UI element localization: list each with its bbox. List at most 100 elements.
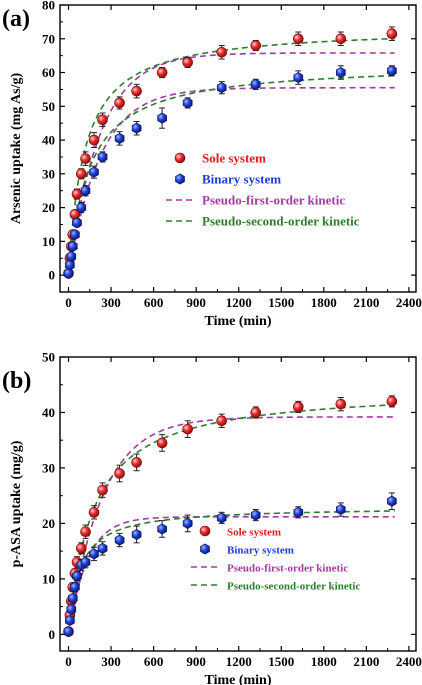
- data-point-sole: [97, 114, 108, 126]
- data-point-sole: [335, 33, 347, 45]
- fit-curve: [67, 416, 395, 635]
- fit-curve: [67, 403, 395, 635]
- legend: Sole system Binary system Pseudo-first-ord…: [191, 525, 360, 593]
- data-point-binary: [70, 581, 80, 593]
- data-point-binary: [63, 626, 74, 638]
- data-point-sole: [71, 188, 83, 200]
- legend-label: Sole system: [202, 151, 266, 166]
- data-point-binary: [293, 506, 304, 518]
- fit-curve: [67, 37, 395, 276]
- data-point-sole: [80, 153, 91, 164]
- x-tick-label: 2100: [353, 295, 379, 310]
- y-tick-label: 20: [42, 200, 55, 215]
- data-point-binary: [131, 528, 142, 541]
- legend-label: Binary system: [227, 545, 294, 557]
- data-point-binary: [250, 509, 261, 521]
- y-tick-label: 0: [49, 627, 56, 642]
- y-tick-label: 50: [42, 350, 55, 365]
- data-point-binary: [250, 78, 261, 90]
- data-point-sole: [75, 543, 87, 554]
- data-point-sole: [114, 468, 125, 479]
- legend-marker-binary: [200, 543, 210, 555]
- y-tick-label: 0: [49, 268, 56, 283]
- plot-frame: [59, 356, 417, 652]
- x-tick-label: 2400: [396, 295, 422, 310]
- data-point-binary: [157, 112, 167, 124]
- y-tick-label: 80: [42, 0, 55, 13]
- data-point-sole: [182, 57, 193, 68]
- fit-curve: [67, 52, 395, 276]
- x-tick-label: 300: [101, 295, 121, 310]
- x-tick-label: 1800: [311, 295, 337, 310]
- x-tick-label: 900: [186, 654, 206, 669]
- y-tick-label: 70: [42, 31, 55, 46]
- x-tick-label: 600: [144, 654, 164, 669]
- plot-frame: [59, 4, 417, 293]
- y-tick-label: 30: [42, 166, 55, 181]
- legend-marker-sole: [174, 152, 186, 164]
- data-point-sole: [156, 437, 168, 449]
- data-point-binary: [335, 503, 346, 516]
- data-point-binary: [157, 523, 167, 535]
- x-tick-label: 0: [65, 295, 72, 310]
- data-point-binary: [63, 267, 74, 279]
- panel-label: (a): [2, 6, 30, 32]
- y-tick-label: 10: [42, 234, 55, 249]
- data-point-binary: [68, 592, 78, 604]
- y-tick-label: 50: [42, 99, 55, 114]
- y-axis-title: Arsenic uptake (mg As/g): [9, 73, 24, 225]
- panel-a: 0 300 600 900 1200 1500 1800 2100 2400 0 10 20 30 40 5…: [2, 0, 422, 329]
- y-tick-label: 40: [42, 133, 55, 148]
- data-point-sole: [156, 67, 168, 78]
- data-point-binary: [80, 185, 91, 197]
- data-point-binary: [97, 542, 108, 554]
- x-axis-title: Time (min): [204, 673, 271, 685]
- data-point-binary: [131, 122, 142, 134]
- data-point-binary: [293, 72, 304, 84]
- data-point-sole: [335, 398, 347, 410]
- data-point-sole: [216, 415, 227, 427]
- x-tick-label: 1200: [226, 295, 252, 310]
- y-tick-label: 20: [42, 516, 55, 531]
- legend-marker-binary: [175, 173, 185, 185]
- data-point-binary: [70, 229, 80, 241]
- data-point-binary: [76, 202, 87, 214]
- data-point-binary: [97, 151, 108, 163]
- x-tick-label: 600: [144, 295, 164, 310]
- data-point-sole: [216, 46, 227, 58]
- data-point-binary: [66, 603, 77, 615]
- data-point-binary: [68, 240, 78, 252]
- data-point-binary: [387, 65, 397, 77]
- data-point-sole: [131, 85, 142, 97]
- data-point-binary: [387, 495, 397, 507]
- data-point-binary: [65, 259, 75, 271]
- data-point-sole: [250, 407, 262, 418]
- data-point-binary: [89, 166, 99, 178]
- y-tick-label: 60: [42, 65, 55, 80]
- x-tick-label: 300: [101, 654, 121, 669]
- data-point-binary: [80, 556, 91, 568]
- y-tick-label: 30: [42, 460, 55, 475]
- legend-label: Pseudo-first-order kinetic: [202, 193, 345, 208]
- panel-label: (b): [2, 368, 31, 394]
- panel-b: 0 300 600 900 1200 1500 1800 2100 2400 0 10 20 30 40 5…: [2, 350, 422, 685]
- data-point-binary: [335, 66, 346, 79]
- data-point-binary: [66, 250, 77, 263]
- data-point-sole: [131, 457, 142, 468]
- x-tick-label: 1200: [226, 654, 252, 669]
- x-tick-label: 1500: [268, 654, 294, 669]
- data-point-binary: [114, 132, 125, 144]
- data-point-sole: [182, 423, 193, 435]
- legend-label: Pseudo-second-order kinetic: [227, 581, 360, 593]
- x-tick-label: 2100: [353, 654, 379, 669]
- x-tick-label: 1500: [268, 295, 294, 310]
- data-point-sole: [292, 33, 304, 45]
- data-point-sole: [250, 40, 262, 51]
- data-point-binary: [89, 548, 99, 560]
- data-point-sole: [75, 168, 87, 180]
- data-point-binary: [114, 534, 125, 546]
- data-point-sole: [386, 28, 398, 40]
- legend-label: Pseudo-second-order kinetic: [202, 214, 360, 229]
- data-point-binary: [65, 614, 75, 627]
- legend-marker-sole: [199, 525, 211, 537]
